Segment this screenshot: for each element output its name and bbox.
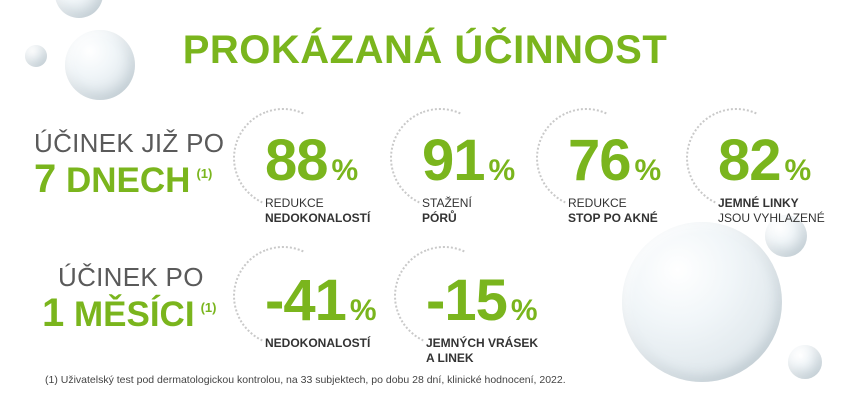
row2-label-number: 1: [42, 291, 65, 335]
stat-description: REDUKCE STOP PO AKNÉ: [568, 196, 658, 225]
stat-card: -41% NEDOKONALOSTÍ: [218, 231, 377, 361]
row1-label-line1: ÚČINEK JIŽ PO: [34, 128, 225, 158]
stat-description: JEMNÉ LINKY JSOU VYHLAZENÉ: [718, 196, 825, 225]
stat-card: 88% REDUKCE NEDOKONALOSTÍ: [218, 93, 371, 226]
stat-value: 82%: [718, 128, 811, 193]
row2-label-line1: ÚČINEK PO: [58, 262, 204, 292]
bubble-decoration: [788, 345, 822, 379]
row1-label-number: 7: [34, 157, 57, 201]
bubble-decoration: [55, 0, 103, 18]
stat-description: JEMNÝCH VRÁSEK A LINEK: [426, 336, 539, 365]
stat-card: 91% STAŽENÍ PÓRŮ: [375, 93, 515, 226]
stat-value: -41%: [265, 268, 377, 333]
footnote: (1) Uživatelský test pod dermatologickou…: [45, 374, 566, 386]
stat-value: 76%: [568, 128, 661, 193]
row2-label-word: MĚSÍCI: [73, 295, 195, 334]
stat-value: 91%: [422, 128, 515, 193]
row1-label-note: (1): [196, 166, 213, 181]
row1-label-line2: 7 DNECH (1): [34, 157, 224, 202]
stat-card: -15% JEMNÝCH VRÁSEK A LINEK: [379, 231, 539, 366]
row1-label-word: DNECH: [65, 161, 191, 200]
stat-description: STAŽENÍ PÓRŮ: [422, 196, 472, 225]
stat-card: 76% REDUKCE STOP PO AKNÉ: [521, 93, 661, 226]
stat-value: -15%: [426, 268, 538, 333]
row2-label-line2: 1 MĚSÍCI (1): [42, 291, 216, 336]
bubble-decoration: [622, 222, 782, 382]
stat-value: 88%: [265, 128, 358, 193]
row2-label: ÚČINEK PO 1 MĚSÍCI (1): [42, 262, 216, 336]
row1-label: ÚČINEK JIŽ PO 7 DNECH (1): [34, 128, 224, 202]
stat-description: NEDOKONALOSTÍ: [265, 336, 371, 350]
stat-card: 82% JEMNÉ LINKY JSOU VYHLAZENÉ: [671, 93, 825, 226]
row2-label-note: (1): [200, 300, 217, 315]
page-title: PROKÁZANÁ ÚČINNOST: [182, 28, 668, 72]
stat-description: REDUKCE NEDOKONALOSTÍ: [265, 196, 371, 225]
